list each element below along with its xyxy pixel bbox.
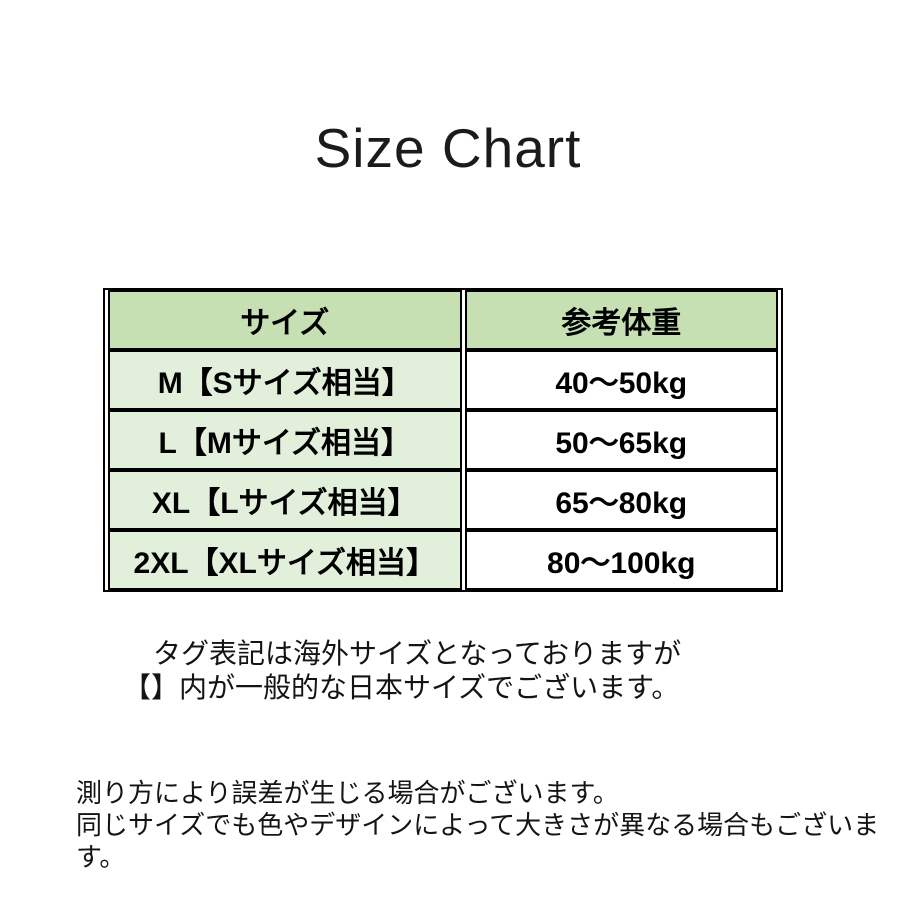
size-table-header-size: サイズ bbox=[108, 290, 462, 350]
size-table-header: サイズ 参考体重 bbox=[108, 290, 778, 350]
table-row: XL【Lサイズ相当】 65〜80kg bbox=[108, 470, 778, 530]
measurement-disclaimer-line1: 測り方により誤差が生じる場合がございます。 bbox=[76, 778, 619, 808]
size-table-body: M【Sサイズ相当】 40〜50kg L【Mサイズ相当】 50〜65kg XL【L… bbox=[108, 350, 778, 590]
table-row: M【Sサイズ相当】 40〜50kg bbox=[108, 350, 778, 410]
weight-cell: 40〜50kg bbox=[464, 350, 778, 410]
size-cell: L【Mサイズ相当】 bbox=[108, 410, 462, 470]
tag-size-note-line2: 【】内が一般的な日本サイズでございます。 bbox=[123, 672, 680, 703]
page-title: Size Chart bbox=[314, 117, 582, 179]
size-table-header-weight: 参考体重 bbox=[464, 290, 778, 350]
size-table-header-row: サイズ 参考体重 bbox=[108, 290, 778, 350]
weight-cell: 80〜100kg bbox=[464, 530, 778, 590]
size-cell: M【Sサイズ相当】 bbox=[108, 350, 462, 410]
table-row: L【Mサイズ相当】 50〜65kg bbox=[108, 410, 778, 470]
size-cell: 2XL【XLサイズ相当】 bbox=[108, 530, 462, 590]
size-table: サイズ 参考体重 M【Sサイズ相当】 40〜50kg L【Mサイズ相当】 50〜… bbox=[103, 288, 783, 592]
measurement-disclaimer: 測り方により誤差が生じる場合がございます。 同じサイズでも色やデザインによって大… bbox=[76, 777, 900, 873]
size-cell: XL【Lサイズ相当】 bbox=[108, 470, 462, 530]
tag-size-note-line1: タグ表記は海外サイズとなっておりますが bbox=[153, 638, 682, 669]
measurement-disclaimer-line2: 同じサイズでも色やデザインによって大きさが異なる場合もございます。 bbox=[76, 810, 880, 872]
tag-size-note: タグ表記は海外サイズとなっておりますが 【】内が一般的な日本サイズでございます。 bbox=[123, 637, 681, 705]
weight-cell: 65〜80kg bbox=[464, 470, 778, 530]
table-row: 2XL【XLサイズ相当】 80〜100kg bbox=[108, 530, 778, 590]
weight-cell: 50〜65kg bbox=[464, 410, 778, 470]
